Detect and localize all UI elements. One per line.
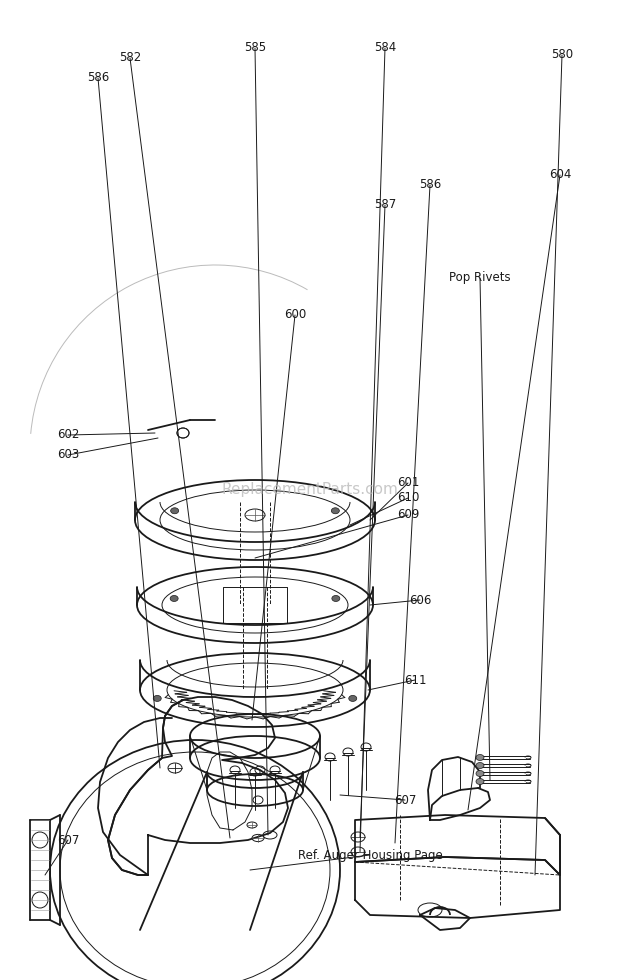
- Ellipse shape: [476, 778, 484, 785]
- Text: 602: 602: [57, 428, 79, 442]
- Ellipse shape: [476, 762, 484, 768]
- Ellipse shape: [349, 696, 356, 702]
- Text: 609: 609: [397, 509, 419, 521]
- Text: 601: 601: [397, 476, 419, 489]
- Text: Ref. Auger Housing Page: Ref. Auger Housing Page: [298, 849, 443, 861]
- Text: 580: 580: [551, 48, 573, 62]
- Text: 611: 611: [404, 673, 427, 687]
- Ellipse shape: [331, 508, 339, 514]
- Ellipse shape: [332, 596, 340, 602]
- Text: ReplacementParts.com: ReplacementParts.com: [221, 482, 399, 498]
- Text: 585: 585: [244, 41, 266, 55]
- Ellipse shape: [170, 508, 179, 514]
- Text: 587: 587: [374, 199, 396, 212]
- Ellipse shape: [476, 770, 484, 776]
- Text: 607: 607: [57, 834, 79, 847]
- Text: 582: 582: [119, 52, 141, 65]
- Ellipse shape: [153, 696, 161, 702]
- Ellipse shape: [476, 755, 484, 760]
- Text: 607: 607: [394, 794, 416, 807]
- Text: 584: 584: [374, 41, 396, 55]
- Text: Pop Rivets: Pop Rivets: [449, 271, 511, 284]
- Text: 586: 586: [87, 72, 109, 84]
- Text: 606: 606: [409, 594, 431, 607]
- Ellipse shape: [170, 596, 178, 602]
- Text: 610: 610: [397, 492, 419, 505]
- Text: 600: 600: [284, 309, 306, 321]
- Text: 604: 604: [549, 169, 571, 181]
- Text: 603: 603: [57, 449, 79, 462]
- Text: 586: 586: [419, 178, 441, 191]
